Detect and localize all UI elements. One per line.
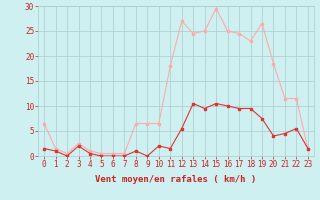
X-axis label: Vent moyen/en rafales ( km/h ): Vent moyen/en rafales ( km/h )	[95, 175, 257, 184]
